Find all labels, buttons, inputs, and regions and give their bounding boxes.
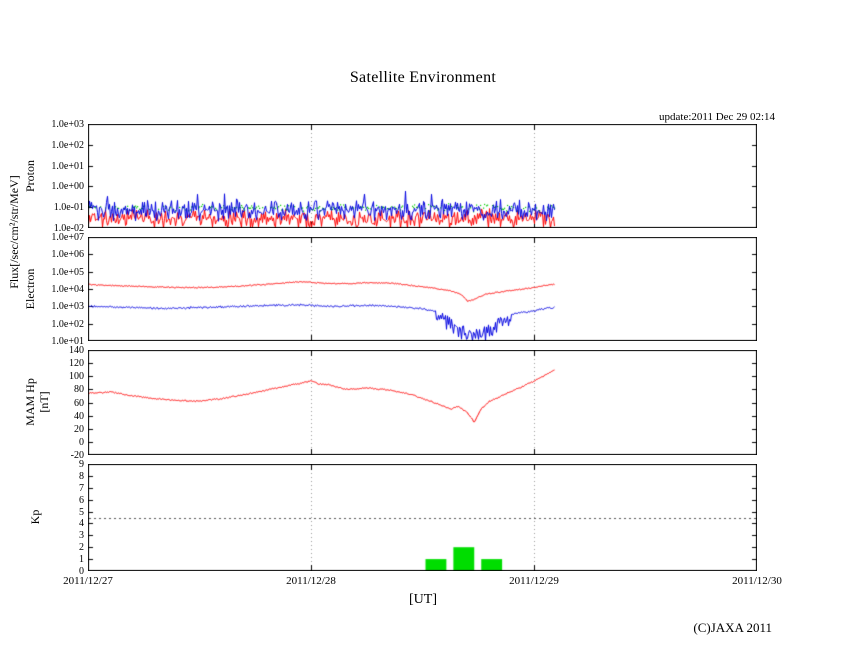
x-tick-label: 2011/12/30 xyxy=(732,575,782,587)
y-tick-label: 20 xyxy=(74,423,84,435)
y-tick-label: 40 xyxy=(74,410,84,422)
y-tick-label: 0 xyxy=(79,436,84,448)
x-axis-title: [UT] xyxy=(409,592,437,607)
y-tick-label: 1.0e+01 xyxy=(51,160,84,172)
y-tick-label: 6 xyxy=(79,494,84,506)
y-tick-label: 9 xyxy=(79,459,84,470)
update-timestamp: update:2011 Dec 29 02:14 xyxy=(659,111,775,123)
y-tick-label: 140 xyxy=(69,345,84,356)
y-tick-label: 4 xyxy=(79,518,84,530)
proton-flux-panel xyxy=(88,124,757,228)
y-tick-label: 1.0e+07 xyxy=(51,232,84,243)
y-tick-label: 120 xyxy=(69,358,84,370)
electron-flux-panel xyxy=(88,237,757,341)
y-tick-label: 0 xyxy=(79,566,84,577)
copyright-notice: (C)JAXA 2011 xyxy=(693,620,772,635)
y-tick-label: 1.0e+02 xyxy=(51,139,84,151)
x-tick-label: 2011/12/28 xyxy=(286,575,336,587)
y-tick-label: 1 xyxy=(79,554,84,566)
y-tick-label: 2 xyxy=(79,542,84,554)
y-tick-label: 7 xyxy=(79,482,84,494)
y-tick-label: 60 xyxy=(74,397,84,409)
y-tick-label: -20 xyxy=(70,450,84,461)
mam-hp-panel xyxy=(88,350,757,455)
y-tick-label: 1.0e+03 xyxy=(51,119,84,130)
y-tick-label: 1.0e+02 xyxy=(51,318,84,330)
y-tick-label: 80 xyxy=(74,384,84,396)
y-tick-label: 1.0e+01 xyxy=(51,336,84,347)
y-tick-label: 1.0e+04 xyxy=(51,284,84,295)
y-tick-label: 8 xyxy=(79,470,84,482)
y-tick-label: 1.0e-01 xyxy=(53,202,84,214)
x-tick-label: 2011/12/27 xyxy=(63,575,113,587)
kp-panel xyxy=(88,464,757,571)
y-tick-label: 1.0e+06 xyxy=(51,249,84,261)
chart-title: Satellite Environment xyxy=(349,69,497,86)
y-tick-label: 1.0e+05 xyxy=(51,266,84,278)
y-tick-label: 1.0e+03 xyxy=(51,301,84,313)
y-tick-label: 1.0e-02 xyxy=(53,223,84,234)
y-tick-label: 5 xyxy=(79,506,84,518)
x-tick-label: 2011/12/29 xyxy=(509,575,559,587)
y-tick-label: 100 xyxy=(69,371,84,383)
y-tick-label: 1.0e+00 xyxy=(51,181,84,193)
y-tick-label: 3 xyxy=(79,530,84,542)
